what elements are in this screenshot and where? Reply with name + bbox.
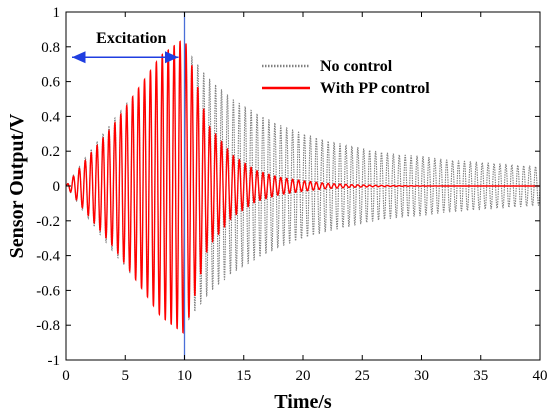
y-tick-label: 0.2 [41,144,60,160]
series-layer [66,12,540,360]
y-tick-label: 0 [53,179,61,195]
x-tick-label: 35 [473,368,488,384]
legend-label: No control [320,58,393,75]
excitation-label: Excitation [96,30,166,47]
x-tick-label: 25 [355,368,370,384]
y-tick-label: -0.8 [36,318,60,334]
y-tick-label: -1 [48,353,61,369]
y-tick-label: -0.4 [36,249,60,265]
y-tick-label: 0.6 [41,75,60,91]
y-tick-label: -0.6 [36,283,60,299]
x-tick-label: 5 [122,368,130,384]
y-tick-label: 0.8 [41,40,60,56]
series-line-with-pp-control [66,40,540,334]
x-tick-label: 40 [533,368,548,384]
y-tick-label: -0.2 [36,214,60,230]
x-tick-label: 10 [177,368,192,384]
x-tick-label: 30 [414,368,429,384]
legend-label: With PP control [320,80,430,97]
y-tick-label: 0.4 [41,109,60,125]
x-axis-ticks: 0 5 10 15 20 25 30 35 40 [62,12,548,384]
y-axis-label: Sensor Output/V [6,113,28,258]
y-tick-label: 1 [53,5,61,21]
annotation-layer: Excitation [72,30,179,64]
x-tick-label: 20 [296,368,311,384]
x-axis-label: Time/s [274,391,332,413]
x-tick-label: 0 [62,368,70,384]
legend: No control With PP control [262,58,430,97]
y-axis-ticks: -1 -0.8 -0.6 -0.4 -0.2 0 0.2 0.4 0.6 0.8 1 [36,5,540,369]
series-line-no-control [66,47,540,325]
x-tick-label: 15 [236,368,251,384]
